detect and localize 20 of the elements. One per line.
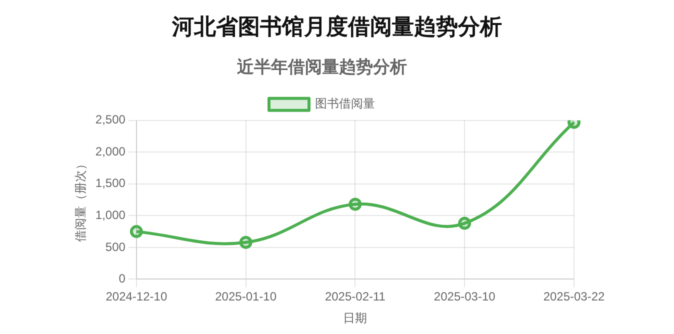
point xyxy=(239,236,252,249)
x-axis-title: 日期 xyxy=(343,311,368,326)
y-tick-label: 2,000 xyxy=(95,144,126,158)
y-tick-label: 2,500 xyxy=(95,112,126,127)
legend-label: 图书借阅量 xyxy=(315,96,375,111)
chart-subtitle: 近半年借阅量趋势分析 xyxy=(236,58,407,78)
x-tick-label: 2024-12-10 xyxy=(106,290,168,304)
point xyxy=(348,198,362,211)
y-tick-label: 1,000 xyxy=(95,208,126,222)
x-tick-label: 2025-03-10 xyxy=(434,290,496,304)
x-tick-label: 2025-03-22 xyxy=(543,290,606,304)
y-tick-label: 500 xyxy=(105,240,126,254)
x-tick-label: 2025-01-10 xyxy=(215,290,277,304)
point xyxy=(130,225,143,238)
point xyxy=(458,216,472,230)
y-tick-label: 1,500 xyxy=(95,176,126,190)
x-tick-label: 2025-02-11 xyxy=(324,290,386,304)
chart-title: 河北省图书馆月度借阅量趋势分析 xyxy=(170,14,503,42)
y-axis-title: 借阅量（册次） xyxy=(74,158,88,242)
y-tick-label: 0 xyxy=(118,272,126,286)
